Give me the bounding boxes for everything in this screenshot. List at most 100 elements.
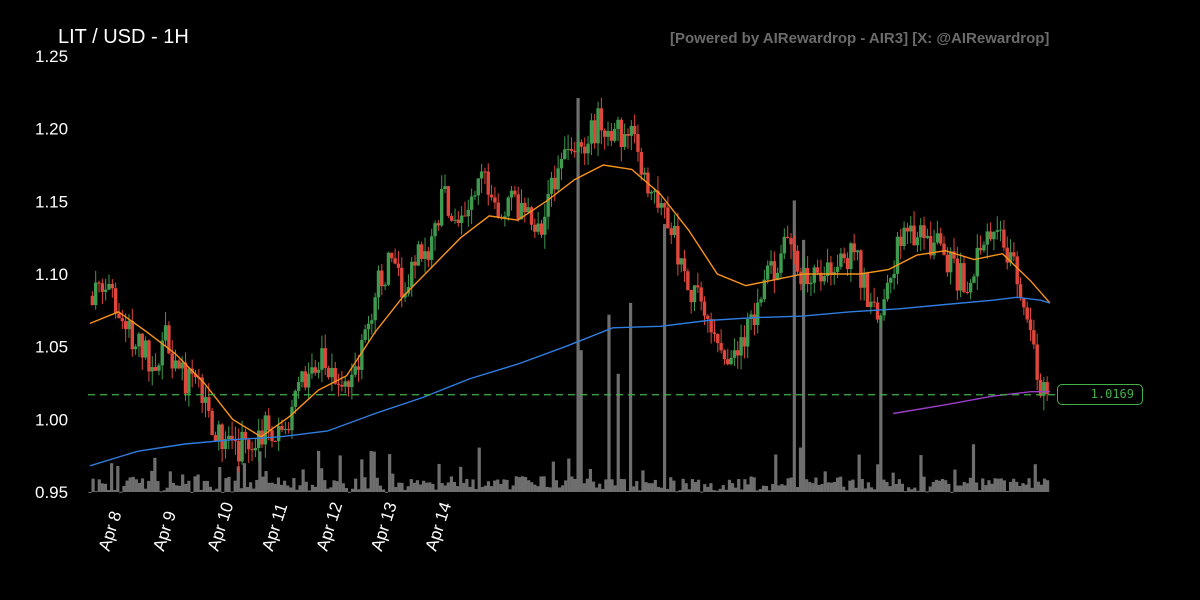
candle-body (859, 250, 863, 288)
y-tick-label: 1.15 (35, 192, 68, 211)
candle-body (479, 171, 484, 179)
volume-bar (965, 483, 969, 492)
volume-bar (777, 485, 781, 492)
volume-bar (891, 472, 895, 492)
volume-bar (100, 483, 104, 492)
candle-body (706, 315, 710, 319)
volume-bar (940, 478, 945, 492)
candle-body (330, 367, 334, 378)
candle-body (882, 299, 886, 316)
volume-bar (113, 489, 117, 492)
candle-body (875, 302, 880, 320)
candle-body (400, 267, 404, 298)
volume-bar (150, 470, 154, 492)
candle-body (709, 318, 713, 333)
candle-body (825, 262, 830, 277)
volume-bar (900, 483, 905, 492)
volume-bar (344, 488, 348, 492)
volume-bar (928, 486, 932, 492)
candle-body (130, 320, 134, 350)
volume-bar (718, 488, 722, 492)
volume-bar (542, 476, 546, 492)
candle-body (602, 130, 607, 137)
volume-bar (931, 481, 935, 492)
candle-body (732, 350, 737, 358)
candle-body (559, 158, 564, 169)
candle-body (346, 381, 351, 388)
candle-body (1028, 319, 1033, 331)
candle-body (636, 134, 640, 152)
candle-body (689, 290, 693, 303)
candle-body (506, 197, 510, 217)
candle-body (187, 368, 191, 394)
candle-body (563, 149, 567, 159)
volume-bar (434, 489, 438, 492)
volume-bar (835, 477, 840, 492)
volume-bar (245, 487, 250, 492)
volume-bar (903, 491, 908, 493)
volume-bar (307, 490, 311, 492)
volume-bar (758, 489, 762, 492)
volume-bar (496, 479, 500, 492)
candle-body (363, 329, 367, 340)
volume-bar (801, 239, 806, 492)
candle-body (380, 270, 384, 287)
candle-body (250, 449, 254, 451)
candle-body (539, 223, 544, 235)
volume-bar (863, 488, 867, 492)
candle-body (762, 279, 767, 300)
volume-bar (431, 483, 435, 492)
volume-bar (137, 482, 142, 492)
candle-body (792, 244, 797, 251)
candle-body (529, 207, 534, 225)
candle-body (513, 190, 517, 195)
volume-bar (662, 224, 667, 492)
volume-bar (582, 483, 586, 492)
volume-bar (131, 476, 135, 492)
candle-body (167, 325, 171, 354)
candle-body (766, 265, 770, 280)
volume-bar (644, 482, 648, 492)
volume-bar (734, 487, 738, 492)
candle-body (642, 172, 647, 175)
candle-body (459, 215, 464, 223)
volume-bar (462, 482, 466, 492)
volume-bar (551, 461, 555, 492)
candle-body (965, 292, 970, 294)
volume-bar (292, 477, 296, 492)
candle-body (456, 219, 461, 223)
candle-body (579, 142, 584, 147)
candle-body (546, 193, 550, 217)
candle-body (163, 325, 168, 341)
candle-body (113, 288, 118, 314)
volume-bar (907, 487, 911, 492)
volume-bar (925, 491, 929, 493)
volume-bar (604, 479, 608, 492)
candle-body (616, 119, 620, 129)
volume-bar (693, 482, 698, 492)
candle-body (692, 285, 697, 303)
volume-bar (449, 476, 454, 492)
candle-body (988, 231, 993, 240)
volume-bar (564, 480, 568, 492)
candle-body (143, 340, 148, 358)
volume-bar (227, 476, 231, 492)
volume-bar (650, 483, 654, 492)
volume-bar (211, 490, 216, 492)
candle-body (423, 251, 427, 259)
candle-body (94, 282, 98, 306)
candle-body (596, 108, 600, 144)
candle-body (469, 196, 474, 210)
candle-body (290, 406, 294, 431)
candle-body (360, 339, 364, 370)
candle-body (489, 194, 494, 198)
volume-bar (523, 477, 528, 492)
volume-bar (675, 491, 679, 493)
volume-bar (505, 479, 509, 492)
volume-bar (1012, 478, 1016, 492)
candle-body (516, 194, 520, 220)
volume-bar (153, 457, 157, 492)
candle-body (722, 350, 727, 360)
candle-body (476, 178, 480, 196)
volume-bar (696, 479, 701, 492)
